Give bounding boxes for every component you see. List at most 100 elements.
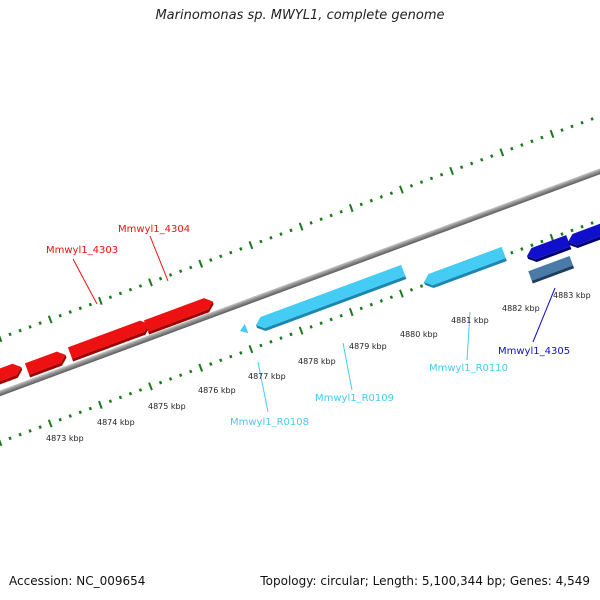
gene-arrow[interactable] (24, 349, 69, 378)
inner-tick (128, 391, 133, 396)
inner-tick (88, 406, 92, 411)
leader-line (149, 235, 169, 282)
inner-tick (399, 289, 404, 298)
gene-arrow[interactable] (67, 318, 152, 362)
leader-line (532, 287, 556, 343)
outer-tick (490, 154, 494, 158)
rna-gene-track (238, 246, 507, 336)
outer-tick (158, 276, 163, 281)
outer-tick (118, 291, 123, 296)
inner-tick (319, 321, 323, 326)
inner-tick (209, 362, 213, 366)
outer-tick (28, 325, 32, 329)
inner-tick (530, 243, 534, 248)
outer-tick (108, 295, 113, 300)
inner-tick (329, 317, 333, 322)
gene-label[interactable]: Mmwyl1_R0110 (429, 363, 508, 374)
map-title: Marinomonas sp. MWYL1, complete genome (155, 8, 445, 23)
inner-tick (348, 307, 354, 317)
outer-tick (540, 135, 544, 140)
inner-tick (178, 373, 183, 378)
outer-tick (429, 176, 434, 181)
scale-label: 4875 kbp (148, 402, 186, 411)
inner-tick (389, 295, 394, 300)
outer-tick (590, 117, 594, 121)
outer-tick (419, 180, 424, 184)
inner-tick (8, 436, 12, 441)
outer-tick-track (0, 111, 600, 343)
inner-tick (58, 417, 62, 422)
scale-label: 4874 kbp (97, 418, 135, 427)
inner-tick (269, 339, 273, 344)
gene-arrow[interactable] (254, 264, 407, 334)
inner-tick (198, 363, 204, 372)
scale-label: 4882 kbp (502, 304, 540, 313)
outer-tick (369, 198, 373, 203)
scale-label: 4878 kbp (298, 357, 336, 366)
inner-tick (18, 432, 22, 437)
outer-tick (469, 161, 474, 166)
outer-tick (88, 302, 92, 307)
inner-tick (339, 313, 343, 318)
gene-label[interactable]: Mmwyl1_4305 (498, 346, 570, 357)
outer-tick (409, 183, 414, 188)
outer-tick (339, 209, 343, 214)
inner-tick (138, 388, 143, 392)
outer-tick (178, 269, 183, 274)
scale-labels: 4873 kbp 4874 kbp 4875 kbp 4876 kbp 4877… (46, 291, 591, 443)
gene-arrow[interactable] (0, 361, 24, 386)
gene-label[interactable]: Mmwyl1_R0109 (315, 393, 394, 404)
gene-leader-lines (72, 235, 556, 413)
inner-tick (560, 232, 564, 236)
outer-tick (279, 232, 283, 236)
inner-tick (298, 326, 304, 335)
gene-arrow[interactable] (422, 246, 507, 291)
outer-tick (560, 128, 564, 132)
inner-tick (309, 325, 313, 329)
inner-tick (108, 399, 113, 404)
outer-tick (138, 284, 143, 288)
inner-tick (158, 380, 163, 385)
gene-arrow[interactable] (525, 235, 572, 264)
outer-tick (499, 148, 505, 157)
outer-tick (298, 222, 304, 231)
outer-tick (8, 332, 12, 337)
outer-tick (58, 313, 62, 318)
gene-arrow[interactable] (566, 215, 600, 251)
outer-tick (219, 254, 223, 259)
outer-tick (379, 195, 384, 199)
inner-tick (118, 395, 123, 400)
gene-label[interactable]: Mmwyl1_4303 (46, 245, 118, 256)
inner-tick (419, 284, 424, 288)
outer-tick (389, 191, 394, 196)
gene-label[interactable]: Mmwyl1_R0108 (230, 417, 309, 428)
leader-line (257, 361, 269, 413)
outer-tick (148, 278, 153, 287)
gene-label[interactable]: Mmwyl1_4304 (118, 224, 190, 235)
gene-arrow[interactable] (143, 296, 216, 335)
inner-tick (28, 429, 32, 433)
outer-tick (348, 203, 354, 213)
scale-label: 4877 kbp (248, 372, 286, 381)
outer-tick (259, 239, 263, 244)
scale-label: 4876 kbp (198, 386, 236, 395)
inner-tick (47, 419, 53, 428)
outer-tick (209, 258, 213, 262)
genome-summary-text: Topology: circular; Length: 5,100,344 bp… (260, 574, 590, 588)
outer-tick (439, 172, 444, 177)
outer-tick (319, 217, 323, 222)
outer-tick (98, 296, 103, 305)
gene-arrow[interactable] (238, 323, 249, 336)
inner-tick (359, 306, 363, 311)
inner-tick (520, 247, 524, 251)
inner-tick (189, 369, 193, 374)
scale-label: 4879 kbp (349, 342, 387, 351)
inner-tick (78, 410, 82, 415)
outer-tick (449, 166, 454, 176)
gene-box[interactable] (528, 256, 575, 284)
inner-tick (148, 382, 153, 391)
outer-tick (128, 287, 133, 292)
inner-tick (239, 351, 243, 355)
